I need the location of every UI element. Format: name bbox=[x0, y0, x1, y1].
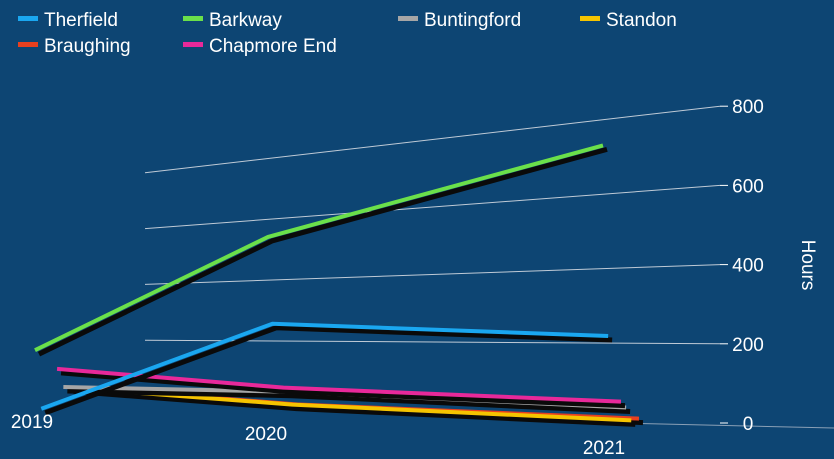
legend-item: Chapmore End bbox=[183, 36, 337, 57]
x-tick-label: 2021 bbox=[583, 438, 625, 459]
legend-swatch bbox=[183, 42, 203, 47]
legend-swatch bbox=[398, 16, 418, 21]
series-layer bbox=[34, 143, 644, 427]
legend-item: Barkway bbox=[183, 10, 282, 31]
legend-swatch bbox=[18, 16, 38, 21]
gridline bbox=[144, 184, 721, 230]
legend-label: Standon bbox=[606, 10, 677, 31]
legend-label: Barkway bbox=[209, 10, 282, 31]
y-tick-label: 200 bbox=[732, 335, 764, 356]
y-tick-label: 800 bbox=[732, 97, 764, 118]
legend-label: Chapmore End bbox=[209, 36, 337, 57]
legend-item: Buntingford bbox=[398, 10, 521, 31]
y-axis-title: Hours bbox=[797, 240, 818, 291]
y-tick-label: 0 bbox=[743, 414, 754, 435]
gridlines bbox=[144, 105, 834, 429]
series-line bbox=[34, 143, 608, 357]
x-axis-ticks: 2019 2020 2021 bbox=[11, 412, 625, 459]
legend-label: Buntingford bbox=[424, 10, 521, 31]
series-line-shadow bbox=[67, 388, 631, 415]
legend-label: Therfield bbox=[44, 10, 118, 31]
legend-item: Standon bbox=[580, 10, 677, 31]
x-tick-label: 2019 bbox=[11, 412, 53, 433]
legend-item: Braughing bbox=[18, 36, 131, 57]
legend-item: Therfield bbox=[18, 10, 118, 31]
legend-swatch bbox=[183, 16, 203, 21]
y-axis-ticks: 0 200 400 600 800 bbox=[720, 97, 764, 435]
gridline bbox=[144, 264, 721, 285]
y-tick-label: 600 bbox=[732, 176, 764, 197]
series-line bbox=[40, 321, 613, 416]
series-line-shadow bbox=[73, 389, 636, 427]
legend: Therfield Barkway Buntingford Standon Braugh… bbox=[18, 10, 677, 57]
gridline bbox=[619, 422, 834, 429]
x-tick-label: 2020 bbox=[245, 424, 287, 445]
gridline bbox=[144, 105, 721, 174]
legend-swatch bbox=[580, 16, 600, 21]
legend-label: Braughing bbox=[44, 36, 131, 57]
legend-swatch bbox=[18, 42, 38, 47]
series-line-shadow bbox=[44, 325, 613, 416]
y-tick-label: 400 bbox=[732, 256, 764, 277]
series-line-shadow bbox=[37, 146, 608, 357]
